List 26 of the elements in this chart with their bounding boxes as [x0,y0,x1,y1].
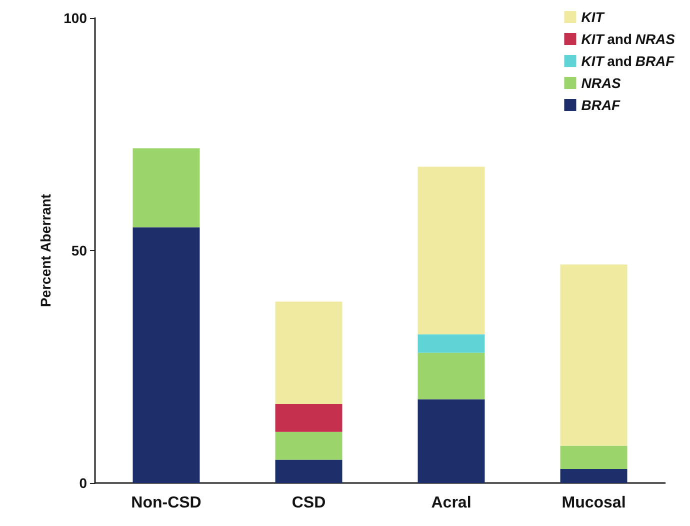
bar [560,469,628,483]
bar [132,227,200,483]
legend-label: BRAF [581,97,621,113]
x-tick-label: Mucosal [562,494,626,512]
legend-label: KIT [581,9,606,25]
bar [560,264,628,446]
bar [560,446,628,470]
bar [275,432,342,460]
bar [418,352,485,400]
y-tick-label: 0 [79,475,88,491]
bar [418,166,485,334]
y-tick-label: 100 [64,10,88,26]
x-tick-label: Acral [431,494,472,512]
y-axis-title: Percent Aberrant [38,194,54,308]
legend-label: KIT and BRAF [581,53,675,69]
bar [418,334,485,353]
y-tick-label: 50 [71,242,88,258]
bar [275,302,342,404]
bar [275,404,342,432]
x-tick-label: CSD [292,494,326,512]
legend-label: NRAS [581,75,622,91]
bar [132,148,200,228]
bar [275,460,342,483]
legend-label: KIT and NRAS [581,31,676,47]
bar [418,399,485,483]
x-tick-label: Non-CSD [131,494,202,512]
